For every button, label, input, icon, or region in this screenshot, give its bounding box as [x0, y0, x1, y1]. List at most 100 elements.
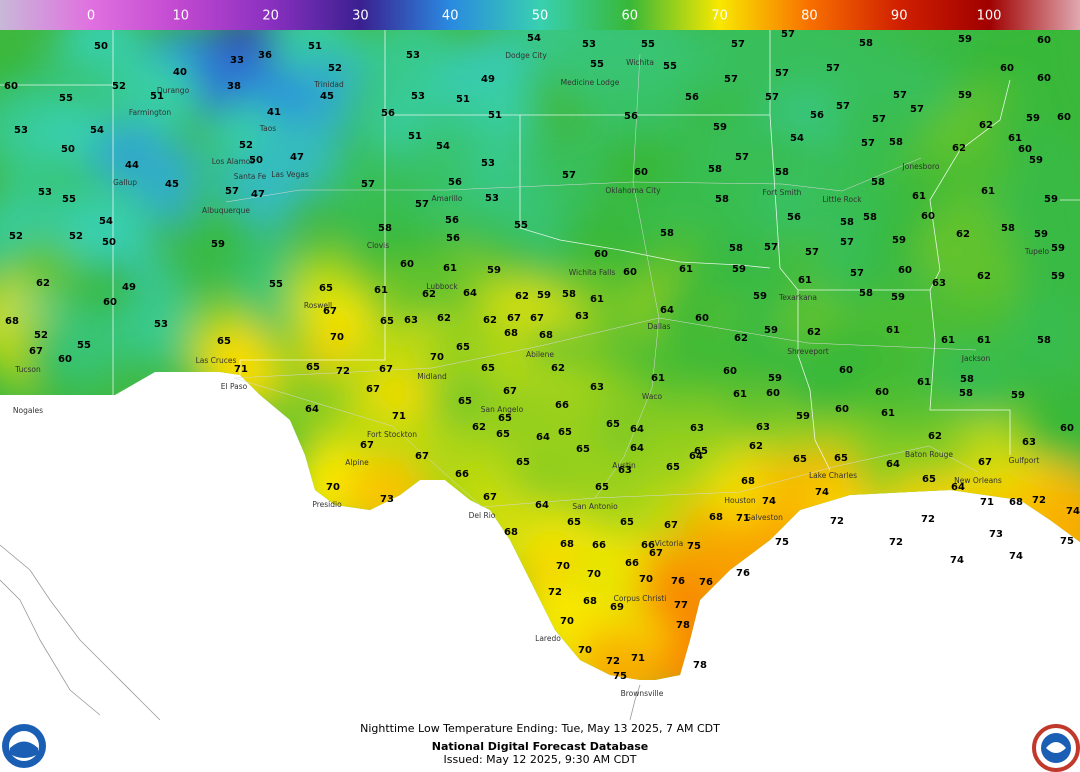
temperature-label: 61: [374, 285, 388, 296]
temperature-label: 54: [527, 33, 541, 44]
temperature-label: 64: [689, 451, 703, 462]
temperature-label: 60: [623, 267, 637, 278]
temperature-label: 65: [922, 474, 936, 485]
temperature-label: 58: [871, 177, 885, 188]
temperature-label: 56: [685, 92, 699, 103]
temperature-label: 70: [556, 561, 570, 572]
city-label: Roswell: [304, 301, 332, 310]
temperature-label: 72: [336, 366, 350, 377]
city-label: San Antonio: [572, 502, 618, 511]
temperature-label: 62: [979, 120, 993, 131]
legend-tick-label: 30: [352, 9, 369, 24]
city-label: Albuquerque: [202, 206, 250, 215]
caption-issued: Issued: May 12 2025, 9:30 AM CDT: [444, 753, 637, 766]
temperature-label: 47: [251, 189, 265, 200]
city-label: Gallup: [113, 178, 137, 187]
temperature-label: 58: [708, 164, 722, 175]
temperature-label: 68: [504, 527, 518, 538]
temperature-label: 58: [775, 167, 789, 178]
city-label: Houston: [724, 496, 755, 505]
temperature-label: 59: [1034, 229, 1048, 240]
temperature-label: 62: [483, 315, 497, 326]
temperature-label: 53: [411, 91, 425, 102]
city-label: Fort Smith: [763, 188, 802, 197]
temperature-label: 45: [320, 91, 334, 102]
city-label: Waco: [642, 392, 663, 401]
temperature-label: 65: [666, 462, 680, 473]
temperature-label: 59: [713, 122, 727, 133]
temperature-label: 61: [941, 335, 955, 346]
temperature-label: 75: [613, 671, 627, 682]
temperature-label: 53: [485, 193, 499, 204]
temperature-label: 65: [595, 482, 609, 493]
city-label: Farmington: [129, 108, 172, 117]
temperature-label: 56: [446, 233, 460, 244]
temperature-label: 58: [1001, 223, 1015, 234]
temperature-label: 76: [736, 568, 750, 579]
temperature-label: 58: [378, 223, 392, 234]
city-label: Tupelo: [1024, 247, 1050, 256]
city-label: Lake Charles: [809, 471, 857, 480]
city-label: Jonesboro: [902, 162, 940, 171]
temperature-label: 65: [496, 429, 510, 440]
legend-tick-label: 20: [262, 9, 279, 24]
temperature-label: 66: [455, 469, 469, 480]
temperature-label: 58: [562, 289, 576, 300]
city-label: Gulfport: [1009, 456, 1040, 465]
temperature-label: 61: [917, 377, 931, 388]
city-label: Dallas: [647, 322, 670, 331]
temperature-label: 51: [488, 110, 502, 121]
temperature-label: 57: [361, 179, 375, 190]
temperature-label: 74: [1009, 551, 1023, 562]
city-label: New Orleans: [954, 476, 1002, 485]
temperature-label: 61: [912, 191, 926, 202]
temperature-label: 74: [950, 555, 964, 566]
temperature-label: 67: [379, 364, 393, 375]
temperature-label: 59: [796, 411, 810, 422]
mexico-coast: [0, 544, 641, 721]
temperature-label: 63: [590, 382, 604, 393]
temperature-label: 51: [408, 131, 422, 142]
city-label: Las Vegas: [271, 170, 309, 179]
city-label: Lubbock: [426, 282, 458, 291]
temperature-label: 59: [487, 265, 501, 276]
temperature-label: 60: [103, 297, 117, 308]
temperature-label: 62: [928, 431, 942, 442]
temperature-label: 68: [709, 512, 723, 523]
temperature-label: 59: [891, 292, 905, 303]
temperature-label: 57: [225, 186, 239, 197]
temperature-label: 78: [693, 660, 707, 671]
temperature-label: 57: [826, 63, 840, 74]
temperature-label: 40: [173, 67, 187, 78]
temperature-label: 62: [551, 363, 565, 374]
legend-tick-label: 40: [442, 9, 459, 24]
temperature-label: 38: [227, 81, 241, 92]
temperature-label: 72: [548, 587, 562, 598]
city-label: Brownsville: [621, 689, 664, 698]
city-label: Austin: [612, 461, 636, 470]
temperature-label: 67: [29, 346, 43, 357]
legend-bar: [0, 0, 1080, 30]
temperature-label: 70: [639, 574, 653, 585]
temperature-label: 77: [674, 600, 688, 611]
temperature-label: 49: [122, 282, 136, 293]
roads: [225, 53, 979, 508]
temperature-label: 54: [99, 216, 113, 227]
temperature-label: 47: [290, 152, 304, 163]
temperature-label: 53: [582, 39, 596, 50]
temperature-label: 70: [430, 352, 444, 363]
city-labels: Dodge City Wichita Medicine Lodge Durango Fa…: [13, 51, 1050, 698]
temperature-label: 55: [514, 220, 528, 231]
temperature-label: 66: [625, 558, 639, 569]
temperature-label: 50: [102, 237, 116, 248]
temperature-label: 59: [211, 239, 225, 250]
city-label: Presidio: [312, 500, 342, 509]
temperature-label: 72: [1032, 495, 1046, 506]
temperature-label: 57: [562, 170, 576, 181]
temperature-label: 65: [319, 283, 333, 294]
temperature-label: 58: [863, 212, 877, 223]
temperature-label: 62: [977, 271, 991, 282]
temperature-label: 60: [839, 365, 853, 376]
temperature-label: 63: [1022, 437, 1036, 448]
temperature-label: 60: [4, 81, 18, 92]
